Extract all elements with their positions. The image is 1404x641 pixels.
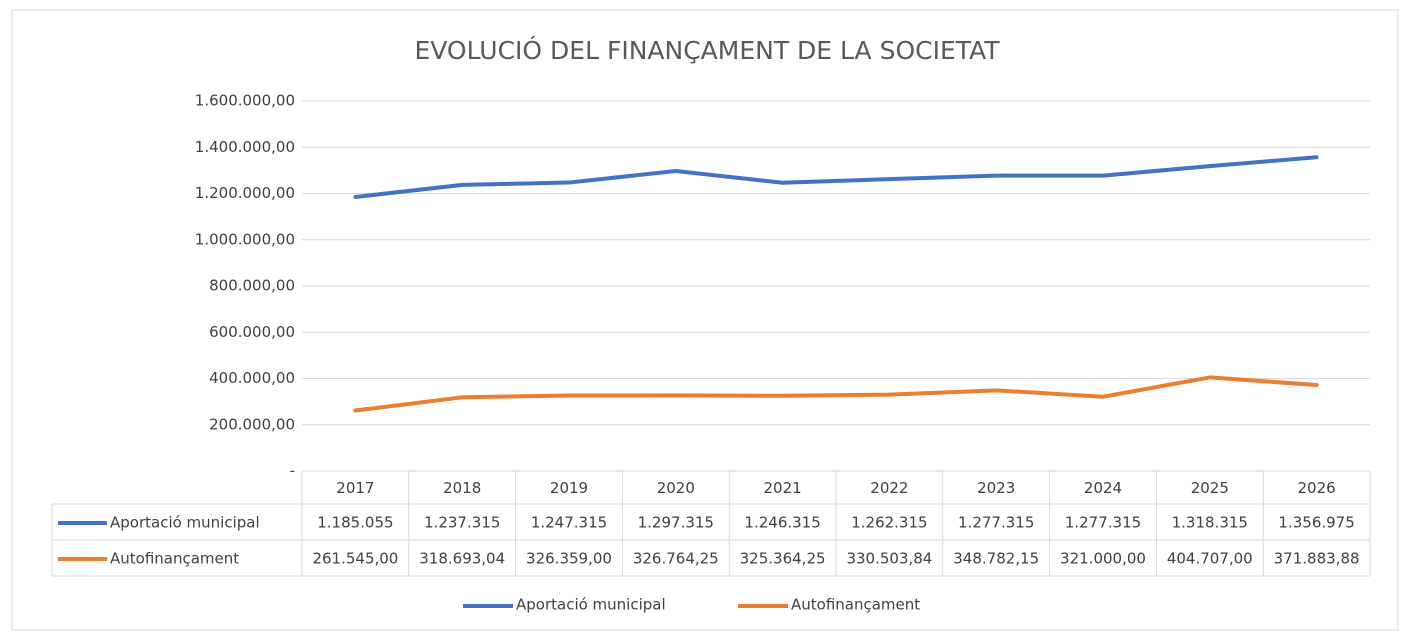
table-value: 1.297.315 [638,514,714,532]
table-value: 1.246.315 [744,514,820,532]
table-value: 1.247.315 [531,514,607,532]
x-tick-label: 2026 [1298,479,1336,497]
table-value: 1.356.975 [1278,514,1354,532]
table-value: 321.000,00 [1060,550,1146,568]
table-value: 326.764,25 [633,550,719,568]
x-tick-label: 2018 [443,479,481,497]
x-tick-label: 2017 [336,479,374,497]
series-line [353,155,1319,199]
table-value: 330.503,84 [846,550,932,568]
table-value: 261.545,00 [312,550,398,568]
table-value: 1.277.315 [958,514,1034,532]
y-tick-label: - [290,462,295,480]
legend-label: Aportació municipal [516,596,666,614]
y-tick-label: 600.000,00 [209,323,295,341]
chart-title: EVOLUCIÓ DEL FINANÇAMENT DE LA SOCIETAT [414,35,1000,65]
series-line [353,375,1319,413]
y-tick-label: 400.000,00 [209,369,295,387]
table-value: 348.782,15 [953,550,1039,568]
table-value: 325.364,25 [740,550,826,568]
table-value: 1.185.055 [317,514,393,532]
y-tick-label: 1.200.000,00 [195,184,295,202]
table-value: 1.262.315 [851,514,927,532]
table-value: 1.277.315 [1065,514,1141,532]
x-tick-label: 2025 [1191,479,1229,497]
table-value: 404.707,00 [1167,550,1253,568]
table-row-label: Aportació municipal [110,514,260,532]
table-value: 326.359,00 [526,550,612,568]
y-tick-label: 1.400.000,00 [195,138,295,156]
table-value: 1.237.315 [424,514,500,532]
legend-label: Autofinançament [791,596,920,614]
y-tick-label: 1.000.000,00 [195,230,295,248]
x-tick-label: 2022 [870,479,908,497]
y-tick-label: 1.600.000,00 [195,92,295,110]
x-tick-label: 2023 [977,479,1015,497]
x-tick-label: 2021 [764,479,802,497]
table-value: 371.883,88 [1274,550,1360,568]
y-tick-label: 200.000,00 [209,415,295,433]
table-value: 1.318.315 [1172,514,1248,532]
x-tick-label: 2019 [550,479,588,497]
table-row-label: Autofinançament [110,550,239,568]
table-value: 318.693,04 [419,550,505,568]
chart-border [11,9,1399,631]
x-tick-label: 2024 [1084,479,1122,497]
y-tick-label: 800.000,00 [209,277,295,295]
x-tick-label: 2020 [657,479,695,497]
